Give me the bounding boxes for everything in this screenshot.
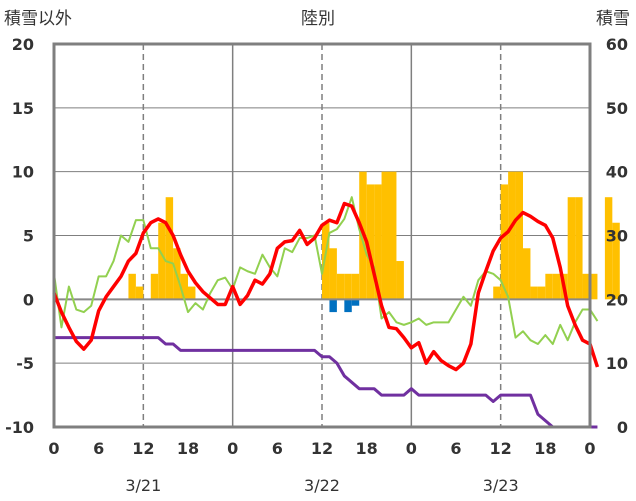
snowfall-bar bbox=[389, 171, 397, 300]
plot-border bbox=[52, 42, 592, 429]
y-left-tick-label: 15 bbox=[12, 99, 34, 118]
snowfall-bar bbox=[537, 286, 546, 300]
y-left-tick-label: -5 bbox=[16, 354, 34, 373]
snowfall-bar bbox=[523, 248, 531, 300]
y-axis-left-label: 積雪以外 bbox=[4, 9, 72, 29]
snowfall-bar bbox=[336, 273, 345, 300]
x-tick-label: 12 bbox=[311, 439, 333, 458]
plot-frame bbox=[52, 42, 592, 429]
snowfall-bar bbox=[381, 171, 389, 300]
y-left-tick-label: 0 bbox=[23, 290, 34, 309]
snowfall-bar bbox=[590, 273, 598, 300]
y-left-tick-label: 10 bbox=[12, 163, 34, 182]
y-right-tick-label: 20 bbox=[606, 290, 628, 309]
snowfall-bar bbox=[374, 184, 382, 300]
x-tick-label: 6 bbox=[93, 439, 104, 458]
chart-title: 陸別 bbox=[301, 9, 335, 29]
negative-bar bbox=[351, 299, 360, 306]
snowfall-bar bbox=[165, 197, 174, 300]
y-right-tick-label: 10 bbox=[606, 354, 628, 373]
snowfall-bar bbox=[329, 248, 337, 300]
negative-bar bbox=[329, 299, 337, 313]
snowfall-bar bbox=[530, 286, 538, 300]
y-right-tick-label: 50 bbox=[606, 99, 628, 118]
y-right-tick-label: 40 bbox=[606, 163, 628, 182]
y-axis-right-label: 積雪 bbox=[596, 9, 630, 29]
snowfall-bar bbox=[567, 197, 576, 300]
x-tick-label: 18 bbox=[534, 439, 556, 458]
y-left-tick-label: 20 bbox=[12, 35, 34, 54]
x-tick-label: 0 bbox=[406, 439, 417, 458]
snowfall-bar bbox=[128, 273, 136, 300]
x-tick-label: 18 bbox=[356, 439, 378, 458]
snowfall-bar bbox=[582, 273, 590, 300]
date-label: 3/22 bbox=[304, 476, 340, 495]
x-tick-label: 6 bbox=[450, 439, 461, 458]
negative-bar bbox=[344, 299, 352, 313]
snowfall-bar bbox=[612, 222, 620, 300]
snowfall-bar bbox=[493, 286, 501, 300]
snow_depth-line bbox=[54, 336, 598, 429]
snowfall-bar bbox=[545, 273, 553, 300]
snowfall-bar bbox=[322, 222, 330, 300]
x-tick-label: 0 bbox=[584, 439, 595, 458]
snowfall-bar bbox=[508, 171, 516, 300]
series-lines bbox=[52, 196, 600, 429]
snowfall-bar bbox=[552, 273, 561, 300]
dewpoint-line bbox=[53, 196, 599, 346]
y-left-tick-label: -10 bbox=[5, 418, 34, 437]
snowfall-bar bbox=[604, 197, 613, 300]
x-tick-label: 18 bbox=[177, 439, 199, 458]
snowfall-bar bbox=[344, 273, 352, 300]
snowfall-bar bbox=[396, 261, 404, 300]
snowfall-bar bbox=[180, 273, 188, 300]
x-tick-label: 6 bbox=[272, 439, 283, 458]
snowfall-bar bbox=[351, 273, 360, 300]
y-right-tick-label: 0 bbox=[617, 418, 628, 437]
snowfall-bar bbox=[575, 197, 583, 300]
date-label: 3/21 bbox=[125, 476, 161, 495]
y-right-tick-label: 30 bbox=[606, 227, 628, 246]
snowfall-bar bbox=[135, 286, 144, 300]
x-tick-label: 12 bbox=[490, 439, 512, 458]
date-label: 3/23 bbox=[483, 476, 519, 495]
x-tick-label: 0 bbox=[48, 439, 59, 458]
x-tick-label: 0 bbox=[227, 439, 238, 458]
snowfall-bar bbox=[500, 184, 509, 300]
x-tick-label: 12 bbox=[132, 439, 154, 458]
temperature-line bbox=[52, 201, 600, 372]
snowfall-bar bbox=[158, 222, 166, 300]
snowfall-bar bbox=[366, 184, 375, 300]
snowfall-bar bbox=[150, 273, 159, 300]
snowfall-bar bbox=[188, 286, 196, 300]
y-left-tick-label: 5 bbox=[23, 227, 34, 246]
snowfall-bar bbox=[515, 171, 523, 300]
y-right-tick-label: 60 bbox=[606, 35, 628, 54]
